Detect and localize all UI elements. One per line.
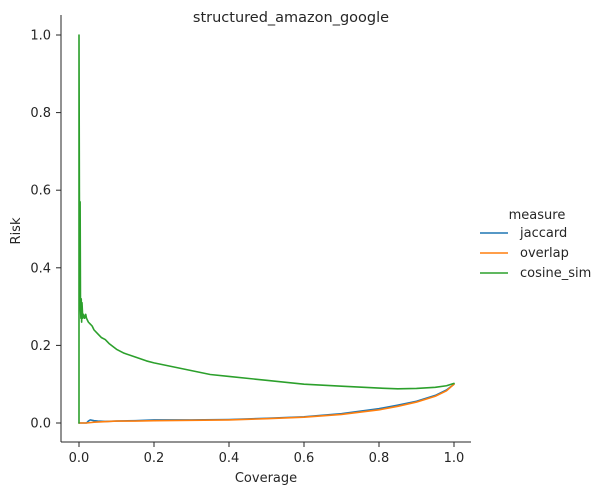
legend-title: measure	[509, 208, 566, 223]
x-tick-label: 1.0	[444, 451, 465, 466]
y-tick-label: 0.4	[30, 261, 51, 276]
x-tick-label: 0.2	[144, 451, 165, 466]
y-tick-label: 0.6	[30, 184, 51, 199]
series-line-jaccard	[78, 383, 455, 424]
legend-label-cosine_sim: cosine_sim	[520, 266, 591, 281]
legend-label-overlap: overlap	[520, 246, 569, 261]
plot-area	[78, 34, 455, 424]
y-tick-label: 0.8	[30, 106, 51, 121]
y-axis-label: Risk	[9, 217, 24, 244]
y-tick-label: 1.0	[30, 29, 51, 44]
chart-title: structured_amazon_google	[193, 10, 389, 26]
series-line-overlap	[78, 383, 455, 424]
x-tick-label: 0.4	[219, 451, 240, 466]
x-tick-label: 0.6	[294, 451, 315, 466]
legend: measure jaccard overlap cosine_sim	[480, 208, 591, 281]
series-line-cosine_sim	[78, 34, 455, 424]
y-tick-label: 0.2	[30, 339, 51, 354]
x-tick-label: 0.8	[369, 451, 390, 466]
x-tick-label: 0.0	[69, 451, 90, 466]
axes	[60, 15, 471, 443]
x-axis-label: Coverage	[235, 471, 297, 486]
ticks: 0.0 0.2 0.4 0.6 0.8 1.0 0.0 0.2 0.4 0.6 0.8 1.0	[30, 29, 464, 467]
legend-label-jaccard: jaccard	[519, 226, 567, 241]
y-tick-label: 0.0	[30, 417, 51, 432]
